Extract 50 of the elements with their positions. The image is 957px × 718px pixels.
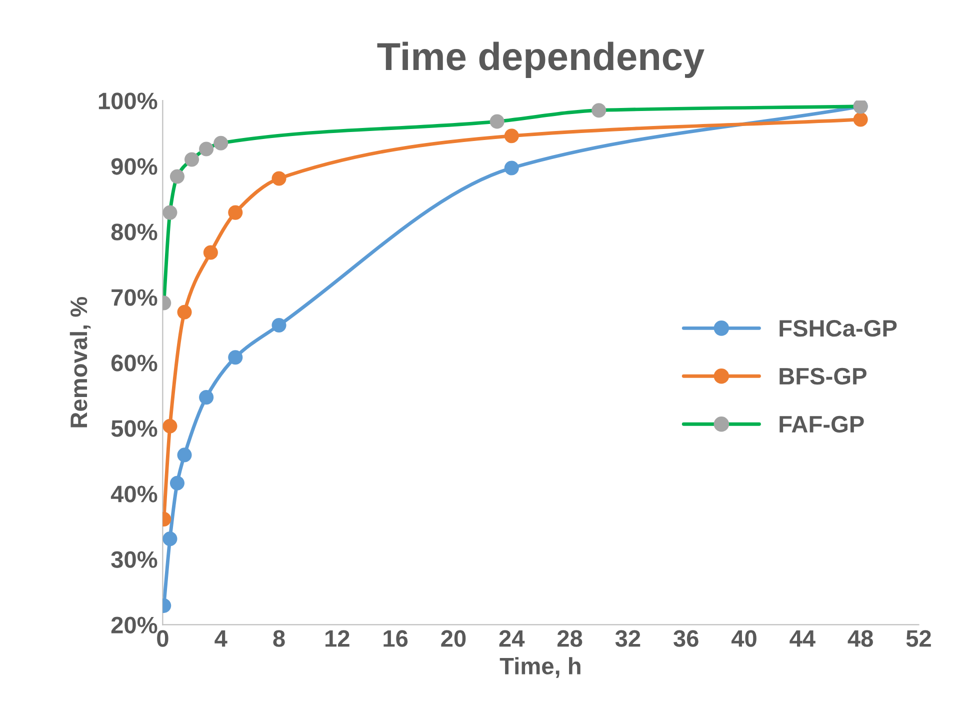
point bbox=[199, 390, 214, 405]
x-tick-label: 44 bbox=[790, 630, 816, 647]
point bbox=[199, 142, 214, 156]
y-axis-title: Removal, % bbox=[70, 296, 91, 428]
point bbox=[504, 128, 519, 144]
x-tick-label: 12 bbox=[326, 630, 350, 647]
x-tick-label: 52 bbox=[906, 630, 931, 647]
x-axis-title: Time, h bbox=[500, 657, 580, 678]
x-tick-label: 48 bbox=[848, 630, 873, 647]
point bbox=[504, 160, 519, 176]
x-tick-label: 20 bbox=[441, 630, 466, 647]
x-tick-label: 4 bbox=[214, 630, 228, 647]
x-tick-label: 32 bbox=[615, 630, 640, 647]
point bbox=[170, 476, 185, 490]
point bbox=[162, 418, 178, 434]
x-tick-label: 40 bbox=[731, 630, 756, 647]
x-tick-label: 16 bbox=[384, 630, 408, 647]
y-tick-label: 50% bbox=[111, 420, 158, 437]
point bbox=[228, 350, 243, 365]
point bbox=[162, 205, 178, 220]
point bbox=[177, 304, 192, 320]
x-tick-label: 36 bbox=[674, 630, 698, 647]
point bbox=[490, 114, 504, 129]
point bbox=[170, 169, 185, 184]
point bbox=[203, 245, 218, 260]
point bbox=[177, 448, 192, 462]
point bbox=[214, 136, 228, 150]
legend-label: BFS-GP bbox=[780, 368, 866, 385]
y-tick-label: 100% bbox=[98, 92, 158, 110]
point bbox=[853, 112, 868, 127]
y-tick-label: 40% bbox=[110, 486, 158, 502]
y-tick-label: 60% bbox=[111, 354, 158, 372]
y-tick-label: 90% bbox=[111, 158, 158, 175]
x-tick-label: 24 bbox=[499, 630, 525, 647]
point bbox=[592, 103, 606, 118]
legend-label: FAF-GP bbox=[780, 416, 864, 433]
point bbox=[228, 205, 243, 220]
x-tick-label: 0 bbox=[157, 630, 168, 647]
point bbox=[184, 152, 200, 167]
chart-title: Time dependency bbox=[377, 42, 704, 78]
x-tick-label: 8 bbox=[273, 630, 285, 647]
y-tick-label: 80% bbox=[111, 224, 158, 240]
y-tick-label: 20% bbox=[111, 616, 158, 634]
point bbox=[272, 171, 286, 186]
point bbox=[272, 318, 286, 333]
x-tick-label: 28 bbox=[557, 630, 582, 647]
point bbox=[162, 532, 178, 546]
y-tick-label: 70% bbox=[112, 289, 158, 306]
legend-label: FSHCa-GP bbox=[780, 320, 897, 337]
y-tick-label: 30% bbox=[111, 551, 158, 568]
